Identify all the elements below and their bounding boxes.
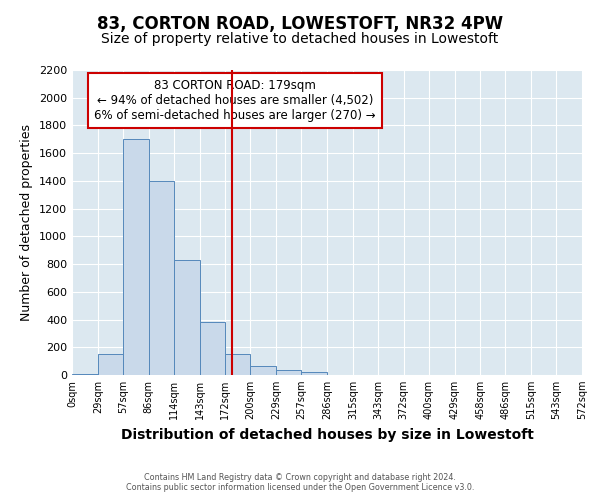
Text: 83, CORTON ROAD, LOWESTOFT, NR32 4PW: 83, CORTON ROAD, LOWESTOFT, NR32 4PW	[97, 15, 503, 33]
Text: Size of property relative to detached houses in Lowestoft: Size of property relative to detached ho…	[101, 32, 499, 46]
Bar	[72, 374, 98, 375]
Bar	[149, 181, 173, 375]
Text: Contains HM Land Registry data © Crown copyright and database right 2024.
Contai: Contains HM Land Registry data © Crown c…	[126, 473, 474, 492]
X-axis label: Distribution of detached houses by size in Lowestoft: Distribution of detached houses by size …	[121, 428, 533, 442]
Bar	[226, 354, 250, 375]
Bar	[98, 354, 123, 375]
Bar	[301, 372, 327, 375]
Bar	[199, 322, 226, 375]
Bar	[123, 140, 149, 375]
Bar	[250, 366, 276, 375]
Bar	[276, 370, 301, 375]
Y-axis label: Number of detached properties: Number of detached properties	[20, 124, 34, 321]
Bar	[173, 260, 199, 375]
Text: 83 CORTON ROAD: 179sqm
← 94% of detached houses are smaller (4,502)
6% of semi-d: 83 CORTON ROAD: 179sqm ← 94% of detached…	[94, 79, 376, 122]
